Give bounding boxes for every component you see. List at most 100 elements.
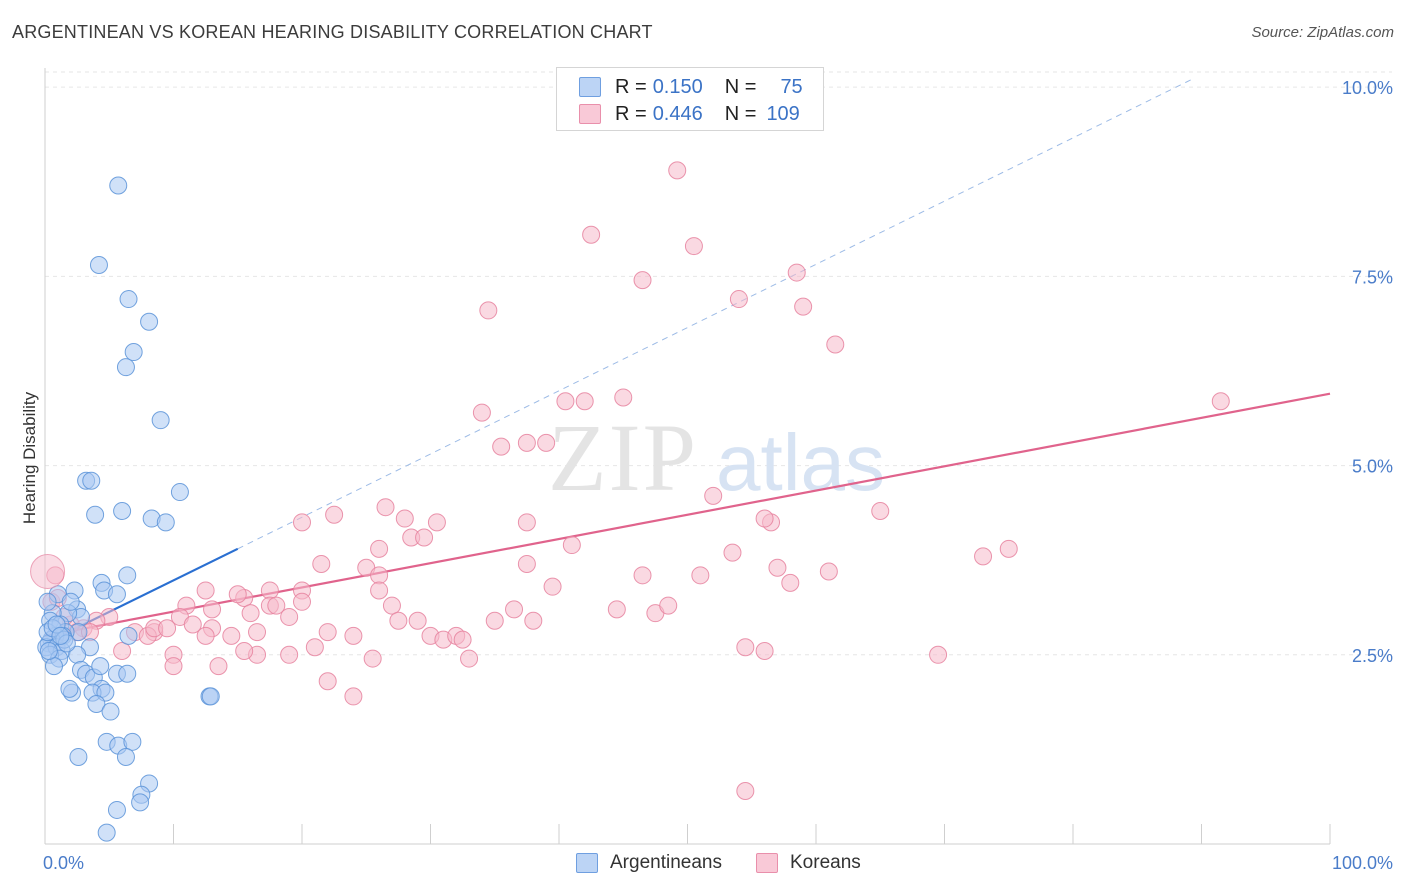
point-argentinean — [82, 471, 101, 490]
point-korean — [370, 566, 389, 585]
point-argentinean — [86, 505, 105, 524]
series-swatch-blue — [576, 853, 598, 873]
series-legend: Argentineans Koreans — [0, 852, 1406, 878]
point-korean — [537, 433, 556, 452]
point-korean — [248, 623, 267, 642]
point-korean — [305, 638, 324, 657]
x-tick-label-max: 100.0% — [1332, 853, 1393, 873]
watermark: ZIP atlas — [548, 404, 885, 511]
tick-labels: 2.5% 5.0% 7.5% 10.0% 0.0% 100.0% — [43, 78, 1393, 873]
point-argentinean — [69, 747, 88, 766]
trend-line-argentineans-extension — [237, 79, 1192, 550]
y-tick-label: 10.0% — [1342, 78, 1393, 98]
point-korean — [768, 558, 787, 577]
source-label: Source: ZipAtlas.com — [1251, 24, 1394, 41]
legend-r-label: R = — [615, 75, 647, 98]
point-korean — [479, 301, 498, 320]
point-korean — [781, 573, 800, 592]
point-korean — [736, 782, 755, 801]
point-argentinean — [123, 732, 142, 751]
point-korean — [370, 581, 389, 600]
point-korean — [517, 554, 536, 573]
point-korean — [209, 657, 228, 676]
point-argentinean — [109, 176, 128, 195]
point-argentinean — [201, 687, 220, 706]
point-korean — [633, 566, 652, 585]
point-korean — [325, 505, 344, 524]
series-label-argentineans: Argentineans — [610, 852, 722, 873]
point-argentinean — [119, 290, 138, 309]
point-korean — [736, 638, 755, 657]
point-korean — [344, 626, 363, 645]
point-argentinean — [89, 256, 108, 274]
point-korean — [196, 581, 215, 600]
chart-title: ARGENTINEAN VS KOREAN HEARING DISABILITY… — [12, 22, 653, 42]
series-legend-argentineans[interactable]: Argentineans — [576, 852, 722, 874]
point-korean — [704, 486, 723, 505]
point-korean — [312, 554, 331, 573]
legend-r-value: 0.150 — [652, 75, 703, 98]
point-argentinean — [60, 679, 79, 698]
point-korean — [280, 645, 299, 664]
y-tick-label: 2.5% — [1352, 646, 1393, 666]
legend-r-label: R = — [615, 102, 647, 125]
point-korean — [344, 687, 363, 706]
point-korean — [241, 604, 260, 623]
point-argentinean — [118, 664, 137, 683]
point-korean — [582, 225, 601, 244]
point-korean — [183, 615, 202, 634]
point-korean — [787, 263, 806, 282]
point-korean — [871, 501, 890, 520]
point-korean — [929, 645, 948, 664]
point-argentinean — [61, 592, 80, 611]
trend-line-koreans — [44, 392, 1331, 637]
point-korean — [543, 577, 562, 596]
point-argentinean — [38, 592, 57, 611]
point-argentinean — [51, 626, 70, 645]
series-legend-koreans[interactable]: Koreans — [756, 852, 861, 874]
axes — [44, 68, 1331, 845]
point-korean — [376, 498, 395, 517]
point-korean — [999, 539, 1018, 558]
point-argentinean — [116, 747, 135, 766]
point-korean — [113, 642, 132, 660]
watermark-zip: ZIP — [548, 404, 698, 511]
point-korean — [267, 596, 286, 615]
point-korean — [819, 562, 838, 581]
point-argentinean — [140, 312, 159, 331]
point-korean — [228, 585, 247, 604]
point-korean — [460, 649, 479, 668]
point-korean — [222, 626, 241, 645]
point-korean — [575, 392, 594, 411]
point-argentinean — [113, 501, 132, 520]
point-korean — [30, 554, 66, 590]
legend-row-koreans: R = 0.446 N = 109 — [579, 101, 800, 127]
series-swatch-pink — [756, 853, 778, 873]
point-korean — [691, 566, 710, 585]
series-label-koreans: Koreans — [790, 852, 861, 873]
point-korean — [607, 600, 626, 619]
point-korean — [408, 611, 427, 630]
point-argentinean — [107, 800, 126, 819]
point-korean — [492, 437, 511, 456]
point-korean — [280, 607, 299, 626]
point-korean — [755, 509, 774, 528]
point-korean — [427, 513, 446, 532]
point-argentinean — [39, 642, 58, 660]
point-korean — [203, 600, 222, 619]
point-korean — [382, 596, 401, 615]
point-korean — [389, 611, 408, 630]
point-argentinean — [170, 483, 189, 502]
point-korean — [723, 543, 742, 562]
point-argentinean — [107, 585, 126, 604]
point-korean — [668, 161, 687, 180]
point-korean — [472, 403, 491, 422]
point-korean — [164, 657, 183, 676]
point-korean — [794, 297, 813, 316]
point-argentinean — [116, 358, 135, 377]
legend-row-argentineans: R = 0.150 N = 75 — [579, 74, 803, 100]
point-argentinean — [101, 702, 120, 721]
legend-n-value: 109 — [766, 102, 800, 125]
legend-swatch-pink — [579, 104, 601, 124]
point-korean — [517, 513, 536, 532]
